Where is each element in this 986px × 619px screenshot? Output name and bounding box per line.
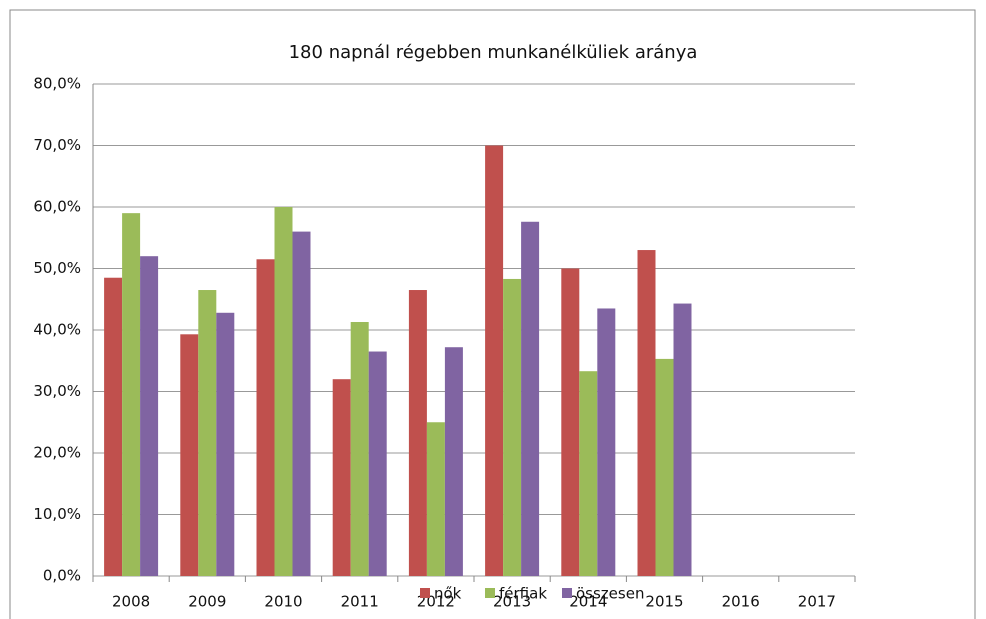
bar <box>256 259 275 576</box>
bar <box>350 322 369 576</box>
bar <box>140 256 159 576</box>
bar <box>426 422 445 576</box>
y-tick-label: 80,0% <box>33 75 81 93</box>
y-tick-label: 30,0% <box>33 382 81 400</box>
x-tick-label: 2017 <box>798 593 836 611</box>
bar <box>444 347 463 576</box>
bar <box>292 231 311 576</box>
bar <box>637 250 656 577</box>
bar <box>198 290 217 576</box>
bar <box>503 278 522 576</box>
x-tick-label: 2011 <box>341 593 379 611</box>
bar <box>122 213 141 576</box>
legend-swatch <box>420 588 430 598</box>
bar <box>597 308 616 576</box>
legend-label: férfiak <box>499 585 547 603</box>
x-tick-label: 2013 <box>493 593 531 611</box>
legend-swatch <box>562 588 572 598</box>
bar <box>408 290 427 576</box>
bar <box>216 312 235 576</box>
y-tick-label: 40,0% <box>33 321 81 339</box>
y-tick-label: 10,0% <box>33 505 81 523</box>
bar <box>579 371 598 576</box>
bar <box>368 351 387 576</box>
y-tick-label: 0,0% <box>43 567 81 585</box>
y-tick-label: 60,0% <box>33 198 81 216</box>
bar <box>180 334 199 576</box>
x-tick-label: 2015 <box>645 593 683 611</box>
y-tick-label: 50,0% <box>33 259 81 277</box>
bar <box>561 268 580 576</box>
chart-title: 180 napnál régebben munkanélküliek arány… <box>289 42 698 63</box>
x-tick-label: 2016 <box>722 593 760 611</box>
legend-swatch <box>485 588 495 598</box>
bar <box>104 277 123 576</box>
x-tick-label: 2009 <box>188 593 226 611</box>
bar <box>332 379 351 576</box>
x-tick-label: 2014 <box>569 593 607 611</box>
bar <box>673 303 692 576</box>
y-tick-label: 20,0% <box>33 444 81 462</box>
bar <box>485 145 504 576</box>
legend-label: nők <box>434 585 462 603</box>
x-tick-label: 2008 <box>112 593 150 611</box>
bar <box>274 207 293 576</box>
bar <box>521 221 540 576</box>
bar <box>655 358 674 576</box>
y-tick-label: 70,0% <box>33 136 81 154</box>
legend-label: összesen <box>576 585 644 603</box>
x-tick-label: 2010 <box>264 593 302 611</box>
